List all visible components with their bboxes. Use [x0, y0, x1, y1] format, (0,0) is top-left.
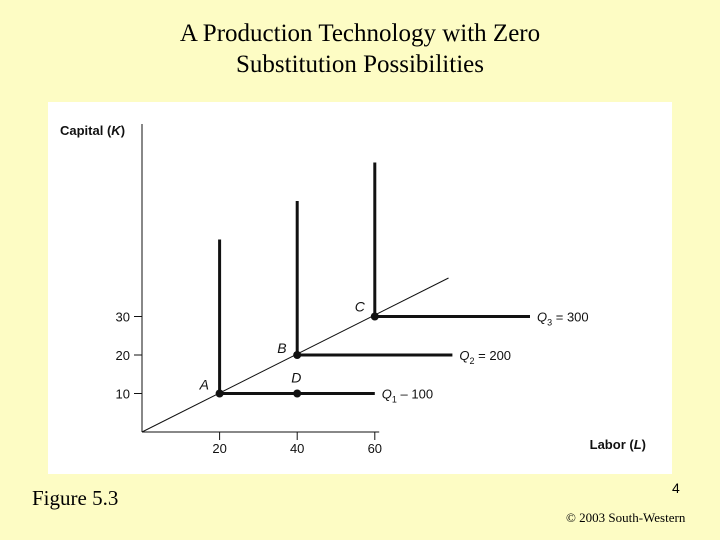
y-tick-label: 20	[116, 348, 130, 363]
y-axis-label: Capital (K)	[60, 123, 125, 138]
point-group: A B C D	[199, 299, 379, 398]
point-label-c: C	[355, 299, 366, 315]
isoquant-chart: Capital (K) Labor (L) 10 20 30 20 40 60 Q1 – …	[60, 123, 646, 457]
isoquant-label-q1: Q1 – 100	[382, 387, 433, 405]
page-number: 4	[672, 480, 680, 496]
slide-title-line2: Substitution Possibilities	[236, 51, 484, 78]
slide-title-line1: A Production Technology with Zero	[179, 20, 541, 47]
point-d	[293, 389, 302, 398]
point-label-a: A	[199, 377, 209, 393]
y-tick-label: 30	[116, 310, 130, 325]
x-tick-label: 40	[290, 441, 304, 456]
isoquant-group: Q1 – 100 Q2 = 200 Q3 = 300	[141, 162, 589, 433]
copyright-notice: © 2003 South-Western	[566, 510, 686, 525]
isoquant-label-q2: Q2 = 200	[459, 348, 511, 366]
chart-axes	[141, 124, 380, 433]
point-label-b: B	[277, 340, 286, 356]
figure-label: Figure 5.3	[32, 486, 119, 510]
isoquant-label-q3: Q3 = 300	[537, 310, 589, 328]
point-label-d: D	[291, 370, 301, 386]
tick-group: 10 20 30 20 40 60	[116, 310, 383, 457]
x-tick-label: 60	[368, 441, 382, 456]
isoquant-line-q3	[373, 162, 530, 318]
y-tick-label: 10	[116, 387, 130, 402]
point-a	[215, 389, 224, 398]
x-axis-label: Labor (L)	[590, 437, 646, 452]
slide-title: A Production Technology with Zero Substi…	[0, 18, 720, 80]
point-c	[370, 312, 379, 321]
chart-panel: Capital (K) Labor (L) 10 20 30 20 40 60 Q1 – …	[48, 102, 672, 474]
point-b	[293, 351, 302, 359]
x-tick-label: 20	[212, 441, 226, 456]
